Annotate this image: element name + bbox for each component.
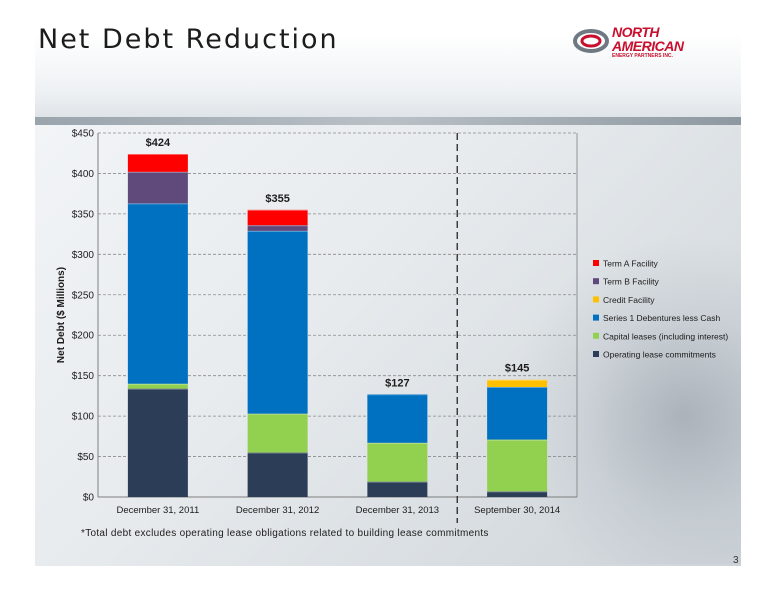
bar-segment [247, 225, 308, 231]
bar-segment [487, 379, 548, 387]
y-tick-label: $350 [72, 209, 95, 220]
y-tick-label: $100 [72, 412, 95, 423]
legend-label: Operating lease commitments [603, 350, 716, 360]
bar-segment [487, 439, 548, 492]
swirl-logo-icon [573, 29, 609, 53]
bar-total-label: $355 [265, 193, 289, 205]
legend-swatch [593, 296, 599, 303]
bar-segment [247, 230, 308, 414]
x-tick-label: December 31, 2012 [236, 505, 319, 516]
y-tick-label: $300 [72, 250, 95, 261]
bar-segment [487, 491, 548, 497]
bar-segment [247, 413, 308, 453]
y-tick-label: $200 [72, 331, 95, 342]
bar-segment [367, 442, 428, 482]
slide-title: Net Debt Reduction [38, 24, 339, 55]
x-tick-label: December 31, 2013 [356, 505, 439, 516]
bar-segment [367, 481, 428, 497]
y-tick-label: $50 [77, 452, 94, 463]
bar-total-label: $127 [385, 377, 409, 389]
y-tick-label: $150 [72, 371, 95, 382]
header-band [35, 34, 741, 117]
logo-text-north: NORTH [612, 24, 660, 40]
bar-segment [127, 171, 188, 204]
legend-swatch [593, 332, 599, 339]
y-tick-label: $0 [83, 493, 95, 504]
logo-text-american: AMERICAN [612, 38, 684, 54]
logo-text-subtitle: ENERGY PARTNERS INC. [612, 53, 673, 59]
legend-swatch [593, 260, 599, 266]
bar-total-label: $145 [505, 363, 529, 375]
bar-segment [127, 203, 188, 384]
legend-swatch [593, 351, 599, 357]
header-rule [35, 117, 741, 125]
bar-segment [127, 383, 188, 389]
legend-label: Term A Facility [603, 259, 659, 269]
y-tick-label: $450 [72, 129, 95, 140]
bar-segment [487, 386, 548, 440]
company-logo: NORTH AMERICAN ENERGY PARTNERS INC. [572, 22, 697, 62]
bar-segment [247, 209, 308, 226]
legend-swatch [593, 278, 599, 285]
legend-label: Capital leases (including interest) [603, 331, 728, 341]
bar-total-label: $424 [146, 137, 171, 149]
legend-swatch [593, 314, 599, 321]
bar-segment [127, 154, 188, 172]
y-tick-label: $400 [72, 169, 95, 180]
x-tick-label: September 30, 2014 [474, 505, 560, 516]
legend-label: Credit Facility [603, 295, 655, 305]
footnote: *Total debt excludes operating lease obl… [81, 528, 489, 539]
bar-segment [127, 388, 188, 497]
bar-segment [367, 394, 428, 443]
legend-label: Series 1 Debentures less Cash [603, 313, 720, 323]
x-tick-label: December 31, 2011 [117, 505, 200, 516]
y-axis-title: Net Debt ($ Millions) [56, 267, 67, 363]
bar-segment [247, 452, 308, 497]
y-tick-label: $250 [72, 290, 95, 301]
page-number: 3 [733, 555, 739, 566]
legend-label: Term B Facility [603, 277, 659, 287]
